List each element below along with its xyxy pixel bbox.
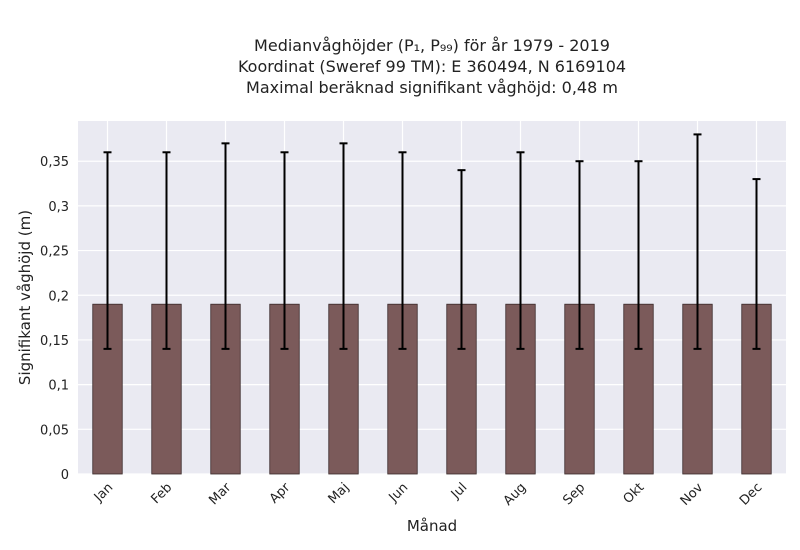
x-tick-label: Sep	[560, 480, 588, 508]
x-tick-label: Jun	[386, 480, 412, 506]
y-tick-label: 0	[61, 468, 69, 483]
error-bar-jul	[457, 169, 466, 350]
y-tick-label: 0,05	[40, 423, 69, 438]
chart-title-line: Maximal beräknad signifikant våghöjd: 0,…	[246, 78, 618, 97]
error-bar-mar	[221, 142, 230, 350]
y-tick-label: 0,35	[40, 155, 69, 170]
chart-title-line: Koordinat (Sweref 99 TM): E 360494, N 61…	[238, 57, 626, 76]
x-tick-label: Apr	[267, 480, 294, 507]
x-tick-label: Mar	[206, 480, 234, 508]
error-bars	[103, 133, 761, 350]
error-bar-nov	[693, 133, 702, 350]
error-bar-jan	[103, 151, 112, 350]
chart-title: Medianvåghöjder (P₁, P₉₉) för år 1979 - …	[238, 36, 626, 97]
x-axis-label: Månad	[407, 517, 457, 535]
x-tick-label: Feb	[148, 480, 175, 507]
y-tick-label: 0,1	[48, 379, 69, 394]
bar-maj	[328, 303, 359, 475]
y-axis-label: Signifikant våghöjd (m)	[16, 210, 34, 385]
x-tick-label: Jan	[91, 480, 116, 505]
error-bar-feb	[162, 151, 171, 350]
y-axis-ticks: 0 0,05 0,1 0,15 0,2 0,25 0,3 0,35	[40, 155, 69, 483]
bar-apr	[269, 303, 300, 475]
x-axis-ticks: Jan Feb Mar Apr Maj Jun Jul Aug Sep Okt Nov Dec	[91, 480, 765, 509]
error-bar-dec	[752, 178, 761, 350]
y-tick-label: 0,3	[48, 200, 69, 215]
y-tick-label: 0,25	[40, 245, 69, 260]
error-bar-maj	[339, 142, 348, 350]
error-bar-okt	[634, 160, 643, 350]
y-tick-label: 0,15	[40, 334, 69, 349]
error-bar-jun	[398, 151, 407, 350]
x-tick-label: Dec	[737, 480, 765, 508]
x-tick-label: Nov	[678, 480, 707, 509]
x-tick-label: Jul	[448, 480, 470, 502]
error-bar-aug	[516, 151, 525, 350]
x-tick-label: Okt	[621, 480, 648, 507]
error-bar-apr	[280, 151, 289, 350]
plot-background	[78, 121, 786, 474]
y-tick-label: 0,2	[48, 289, 69, 304]
x-tick-label: Aug	[501, 480, 530, 509]
x-tick-label: Maj	[326, 480, 353, 507]
chart-title-line: Medianvåghöjder (P₁, P₉₉) för år 1979 - …	[254, 36, 610, 55]
error-bar-sep	[575, 160, 584, 350]
